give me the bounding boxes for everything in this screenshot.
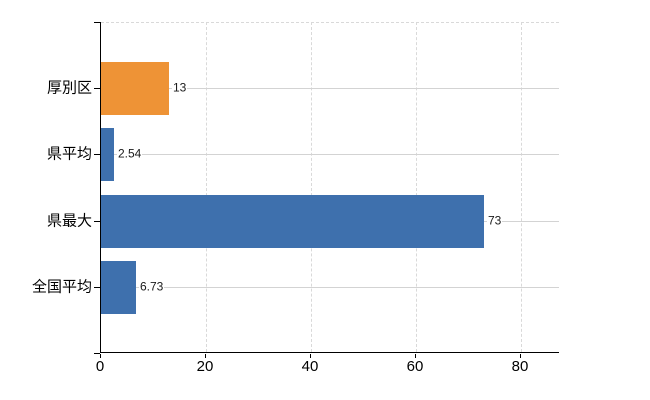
bar <box>101 128 114 181</box>
gridline-vertical <box>311 22 312 352</box>
gridline-horizontal <box>101 88 559 89</box>
x-axis-tick-label: 40 <box>301 358 319 375</box>
y-axis-tick <box>94 221 100 222</box>
plot-area: 13 2.54 73 6.73 <box>100 22 559 353</box>
x-axis-tick-label: 0 <box>95 358 105 375</box>
bar-value-label: 6.73 <box>139 279 165 294</box>
x-axis-tick <box>205 354 206 358</box>
gridline-horizontal <box>101 287 559 288</box>
bar-value-label: 2.54 <box>117 146 143 161</box>
category-label: 県最大 <box>46 212 92 230</box>
bar-value-label: 13 <box>172 80 188 95</box>
bar <box>101 195 484 248</box>
x-axis-tick-label: 20 <box>196 358 214 375</box>
x-axis-tick-label: 80 <box>511 358 529 375</box>
category-label: 県平均 <box>46 145 92 163</box>
gridline-vertical <box>206 22 207 352</box>
bar <box>101 261 136 314</box>
bar-value-label: 73 <box>487 213 503 228</box>
y-axis-tick <box>94 353 100 354</box>
x-axis-tick <box>415 354 416 358</box>
y-axis-tick <box>94 287 100 288</box>
category-label: 厚別区 <box>46 79 92 97</box>
gridline-vertical <box>521 22 522 352</box>
y-axis-tick <box>94 22 100 23</box>
y-axis-tick <box>94 154 100 155</box>
x-axis-tick-label: 60 <box>406 358 424 375</box>
y-axis-tick <box>94 88 100 89</box>
gridline-horizontal <box>101 154 559 155</box>
x-axis-tick <box>310 354 311 358</box>
bar <box>101 62 169 115</box>
plot-top-gridline <box>101 22 559 23</box>
gridline-vertical <box>416 22 417 352</box>
category-label: 全国平均 <box>31 278 92 296</box>
x-axis-tick <box>520 354 521 358</box>
x-axis-tick <box>100 354 101 358</box>
